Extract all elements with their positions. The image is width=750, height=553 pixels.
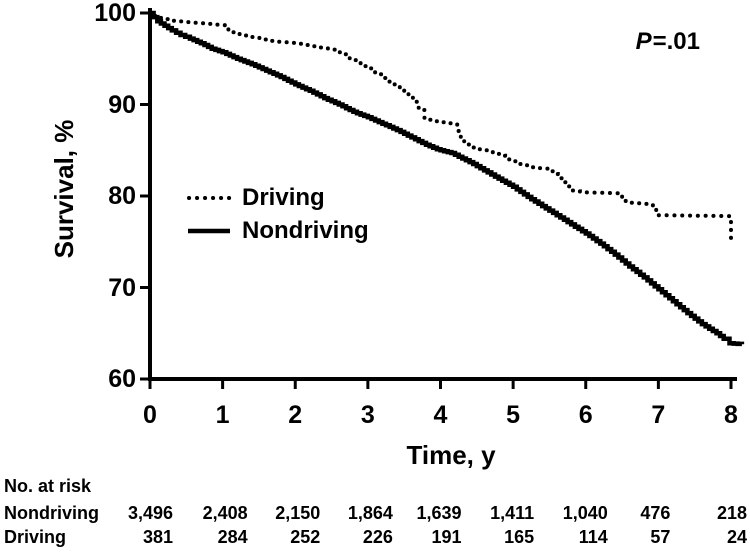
risk-row-label-driving: Driving: [4, 527, 67, 547]
nondriving-curve: [150, 10, 745, 347]
x-tick-label: 6: [578, 401, 593, 429]
risk-cell-nondriving-1: 2,408: [202, 503, 248, 523]
legend-item-nondriving: Nondriving: [186, 216, 369, 245]
risk-cell-nondriving-2: 2,150: [275, 503, 321, 523]
x-tick-label: 2: [288, 401, 303, 429]
x-tick-label: 0: [143, 401, 157, 429]
legend-label-nondriving: Nondriving: [242, 217, 369, 244]
risk-cell-driving-0: 381: [142, 527, 173, 547]
y-tick-label: 100: [94, 0, 136, 27]
risk-cell-nondriving-3: 1,864: [347, 503, 393, 523]
x-axis-title: Time, y: [406, 440, 496, 470]
p-value-text: =.01: [652, 28, 700, 55]
y-tick-label: 60: [108, 365, 136, 393]
legend-item-driving: Driving: [186, 183, 369, 212]
risk-cell-nondriving-0: 3,496: [127, 503, 173, 523]
y-tick-label: 90: [108, 90, 136, 119]
driving-curve: [148, 11, 733, 241]
risk-cell-nondriving-8: 218: [716, 503, 747, 523]
risk-cell-driving-8: 24: [726, 527, 747, 547]
legend: Driving Nondriving: [186, 183, 369, 245]
x-tick-label: 8: [724, 401, 738, 429]
risk-cell-driving-1: 284: [217, 527, 248, 547]
risk-table-header: No. at risk: [4, 476, 92, 496]
risk-cell-driving-2: 252: [290, 527, 321, 547]
dotted-line-sample: [187, 195, 232, 200]
risk-cell-driving-3: 226: [362, 527, 393, 547]
x-tick-label: 4: [433, 401, 448, 429]
p-value-symbol: P: [635, 28, 652, 55]
x-tick-label: 1: [215, 401, 230, 429]
legend-label-driving: Driving: [242, 184, 325, 211]
y-tick-label: 80: [108, 182, 136, 210]
risk-cell-driving-4: 191: [431, 527, 462, 547]
risk-cell-driving-6: 114: [578, 527, 608, 547]
p-value-annotation: P=.01: [600, 28, 700, 56]
risk-cell-driving-5: 165: [504, 527, 535, 547]
x-tick-label: 7: [651, 401, 666, 429]
risk-cell-nondriving-5: 1,411: [490, 503, 535, 523]
risk-cell-nondriving-7: 476: [640, 503, 671, 523]
risk-cell-driving-7: 57: [650, 527, 671, 547]
risk-row-label-nondriving: Nondriving: [4, 503, 99, 523]
solid-line-sample: [188, 228, 230, 233]
x-tick-label: 5: [506, 401, 521, 429]
risk-cell-nondriving-6: 1,040: [562, 503, 608, 523]
y-tick-label: 70: [108, 273, 136, 302]
risk-cell-nondriving-4: 1,639: [416, 503, 462, 523]
x-tick-label: 3: [360, 401, 375, 429]
